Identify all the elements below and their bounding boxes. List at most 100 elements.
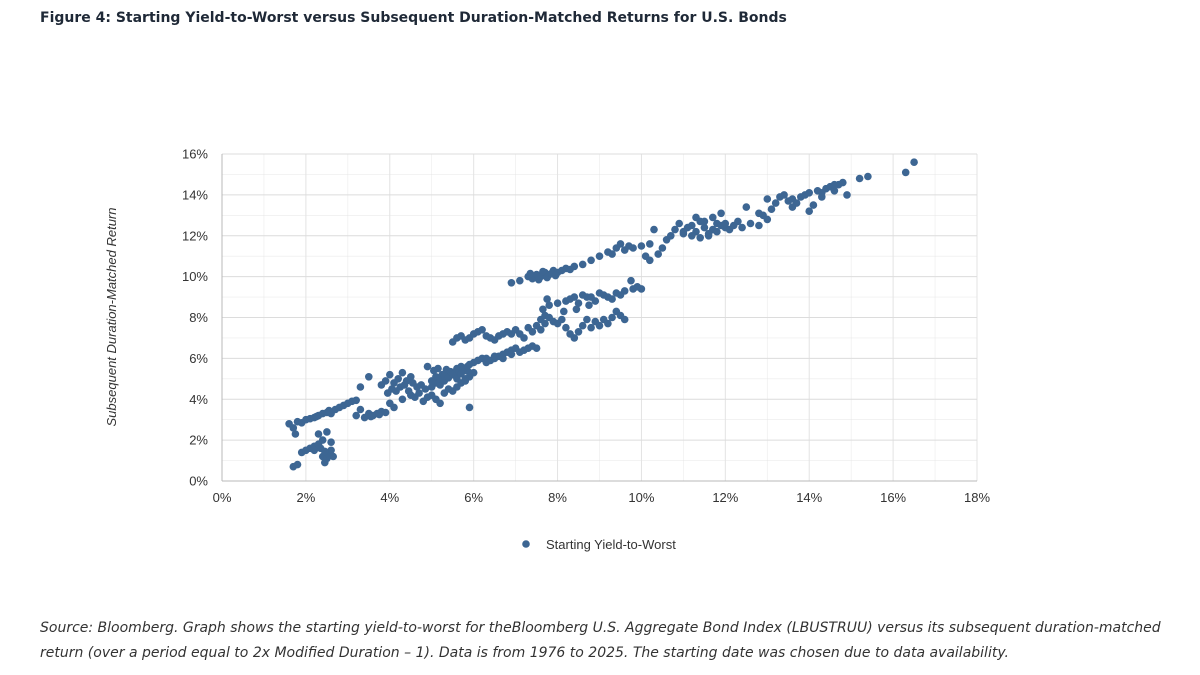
x-tick-label: 12% bbox=[712, 490, 738, 505]
data-point bbox=[465, 368, 474, 377]
data-point bbox=[365, 373, 373, 381]
data-point bbox=[742, 203, 751, 211]
chart-points bbox=[285, 158, 918, 471]
data-point bbox=[352, 411, 361, 420]
data-point bbox=[310, 446, 319, 455]
data-point bbox=[566, 295, 574, 303]
x-tick-label: 0% bbox=[213, 490, 232, 505]
data-point bbox=[490, 352, 499, 361]
data-point bbox=[551, 271, 560, 280]
data-point bbox=[314, 430, 323, 438]
data-point bbox=[709, 213, 717, 222]
x-tick-label: 18% bbox=[964, 490, 990, 505]
data-point bbox=[591, 297, 600, 305]
data-point bbox=[585, 301, 593, 310]
data-point bbox=[671, 225, 679, 234]
y-axis-title: Subsequent Duration-Matched Return bbox=[104, 208, 119, 427]
data-point bbox=[291, 430, 300, 438]
data-point bbox=[910, 158, 918, 166]
data-point bbox=[465, 403, 474, 412]
x-tick-label: 16% bbox=[880, 490, 906, 505]
data-point bbox=[755, 221, 763, 230]
x-tick-label: 6% bbox=[464, 490, 483, 505]
data-point bbox=[696, 234, 704, 242]
data-point bbox=[572, 305, 581, 314]
source-note: Source: Bloomberg. Graph shows the start… bbox=[40, 620, 1161, 661]
data-point bbox=[583, 315, 591, 324]
data-point bbox=[407, 373, 415, 381]
data-point bbox=[566, 265, 574, 274]
legend-label: Starting Yield-to-Worst bbox=[546, 537, 676, 552]
data-point bbox=[901, 168, 910, 177]
legend-marker bbox=[522, 540, 530, 548]
data-point bbox=[400, 381, 409, 389]
data-point bbox=[415, 389, 423, 397]
data-point bbox=[830, 187, 839, 195]
data-point bbox=[558, 266, 566, 275]
data-point bbox=[534, 275, 543, 284]
data-point bbox=[325, 406, 333, 415]
x-tick-label: 14% bbox=[796, 490, 822, 505]
data-point bbox=[578, 260, 587, 269]
data-point bbox=[421, 385, 430, 393]
data-point bbox=[818, 189, 826, 197]
data-point bbox=[700, 217, 709, 226]
data-point bbox=[537, 326, 545, 334]
data-point bbox=[356, 405, 365, 414]
data-point bbox=[637, 285, 646, 293]
data-point bbox=[312, 412, 321, 421]
data-point bbox=[587, 323, 595, 332]
data-point bbox=[646, 256, 654, 265]
data-point bbox=[763, 215, 772, 224]
scatter-chart: 0% 2% 4% 6% 8% 10% 12% 14% 16% 18% 0% 2% 4% 6% 8% 10% 12… bbox=[104, 147, 990, 553]
data-point bbox=[520, 334, 528, 342]
data-point bbox=[386, 370, 394, 379]
data-point bbox=[658, 244, 667, 252]
data-point bbox=[499, 354, 507, 363]
data-point bbox=[321, 447, 329, 456]
data-point bbox=[646, 240, 654, 248]
data-point bbox=[543, 295, 551, 303]
data-point bbox=[526, 269, 535, 278]
data-point bbox=[541, 319, 549, 328]
data-point bbox=[688, 232, 696, 240]
chart-tick-labels: 0% 2% 4% 6% 8% 10% 12% 14% 16% 18% 0% 2% 4% 6% 8% 10% 12… bbox=[182, 147, 990, 506]
y-tick-label: 10% bbox=[182, 269, 208, 284]
data-point bbox=[746, 219, 755, 228]
data-point bbox=[721, 219, 730, 228]
data-point bbox=[830, 180, 839, 189]
data-point bbox=[423, 362, 432, 371]
data-point bbox=[327, 438, 335, 447]
data-point bbox=[574, 328, 583, 336]
x-tick-label: 10% bbox=[628, 490, 654, 505]
y-tick-label: 14% bbox=[182, 187, 208, 202]
data-point bbox=[574, 299, 583, 308]
data-point bbox=[855, 174, 864, 183]
chart-axes bbox=[221, 154, 977, 482]
data-point bbox=[583, 293, 591, 301]
data-point bbox=[692, 213, 700, 222]
data-point bbox=[688, 221, 696, 230]
data-point bbox=[679, 227, 688, 236]
data-point bbox=[704, 229, 713, 238]
data-point bbox=[771, 199, 780, 207]
figure-title: Figure 4: Starting Yield-to-Worst versus… bbox=[40, 10, 787, 26]
data-point bbox=[570, 334, 579, 342]
data-point bbox=[608, 313, 616, 322]
data-point bbox=[843, 191, 851, 199]
data-point bbox=[734, 217, 742, 226]
data-point bbox=[780, 191, 788, 199]
data-point bbox=[367, 412, 375, 421]
data-point bbox=[352, 396, 361, 405]
data-point bbox=[595, 321, 604, 330]
data-point bbox=[805, 189, 813, 197]
data-point bbox=[725, 225, 734, 234]
x-tick-label: 4% bbox=[380, 490, 399, 505]
data-point bbox=[453, 375, 461, 383]
data-point bbox=[864, 172, 872, 181]
x-tick-label: 8% bbox=[548, 490, 567, 505]
data-point bbox=[390, 403, 398, 412]
data-point bbox=[755, 209, 763, 218]
data-point bbox=[461, 377, 470, 385]
data-point bbox=[398, 395, 407, 404]
